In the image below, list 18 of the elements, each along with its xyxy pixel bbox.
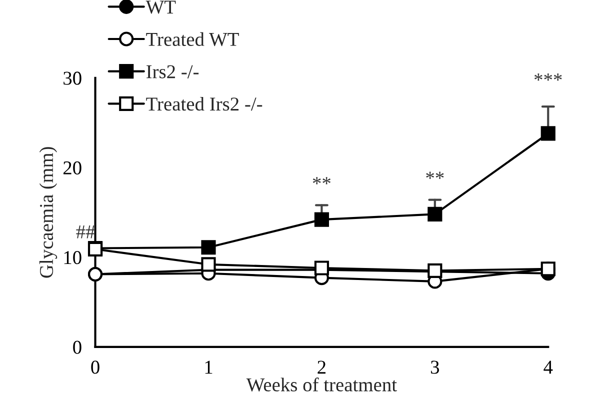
legend-label: Irs2 -/- <box>146 65 199 78</box>
annotation: *** <box>534 74 562 81</box>
x-tick-label: 4 <box>544 360 553 374</box>
x-tick-label: 3 <box>430 360 440 374</box>
y-tick-label: 30 <box>64 72 82 85</box>
legend-label: Treated WT <box>146 32 239 46</box>
y-tick-label: 10 <box>64 251 82 264</box>
x-tick-label: 0 <box>91 360 100 374</box>
annotation: ** <box>312 177 330 184</box>
x-tick-label: 1 <box>205 360 212 374</box>
legend-label: WT <box>146 0 176 14</box>
annotation: ** <box>426 172 444 179</box>
y-tick-label: 0 <box>73 340 82 354</box>
legend-label: Treated Irs2 -/- <box>146 96 262 111</box>
x-axis-title: Weeks of treatment <box>246 378 397 392</box>
y-tick-label: 20 <box>63 161 82 174</box>
x-tick-label: 2 <box>318 360 326 374</box>
y-axis-title: Glycaemia (mm) <box>39 147 58 278</box>
